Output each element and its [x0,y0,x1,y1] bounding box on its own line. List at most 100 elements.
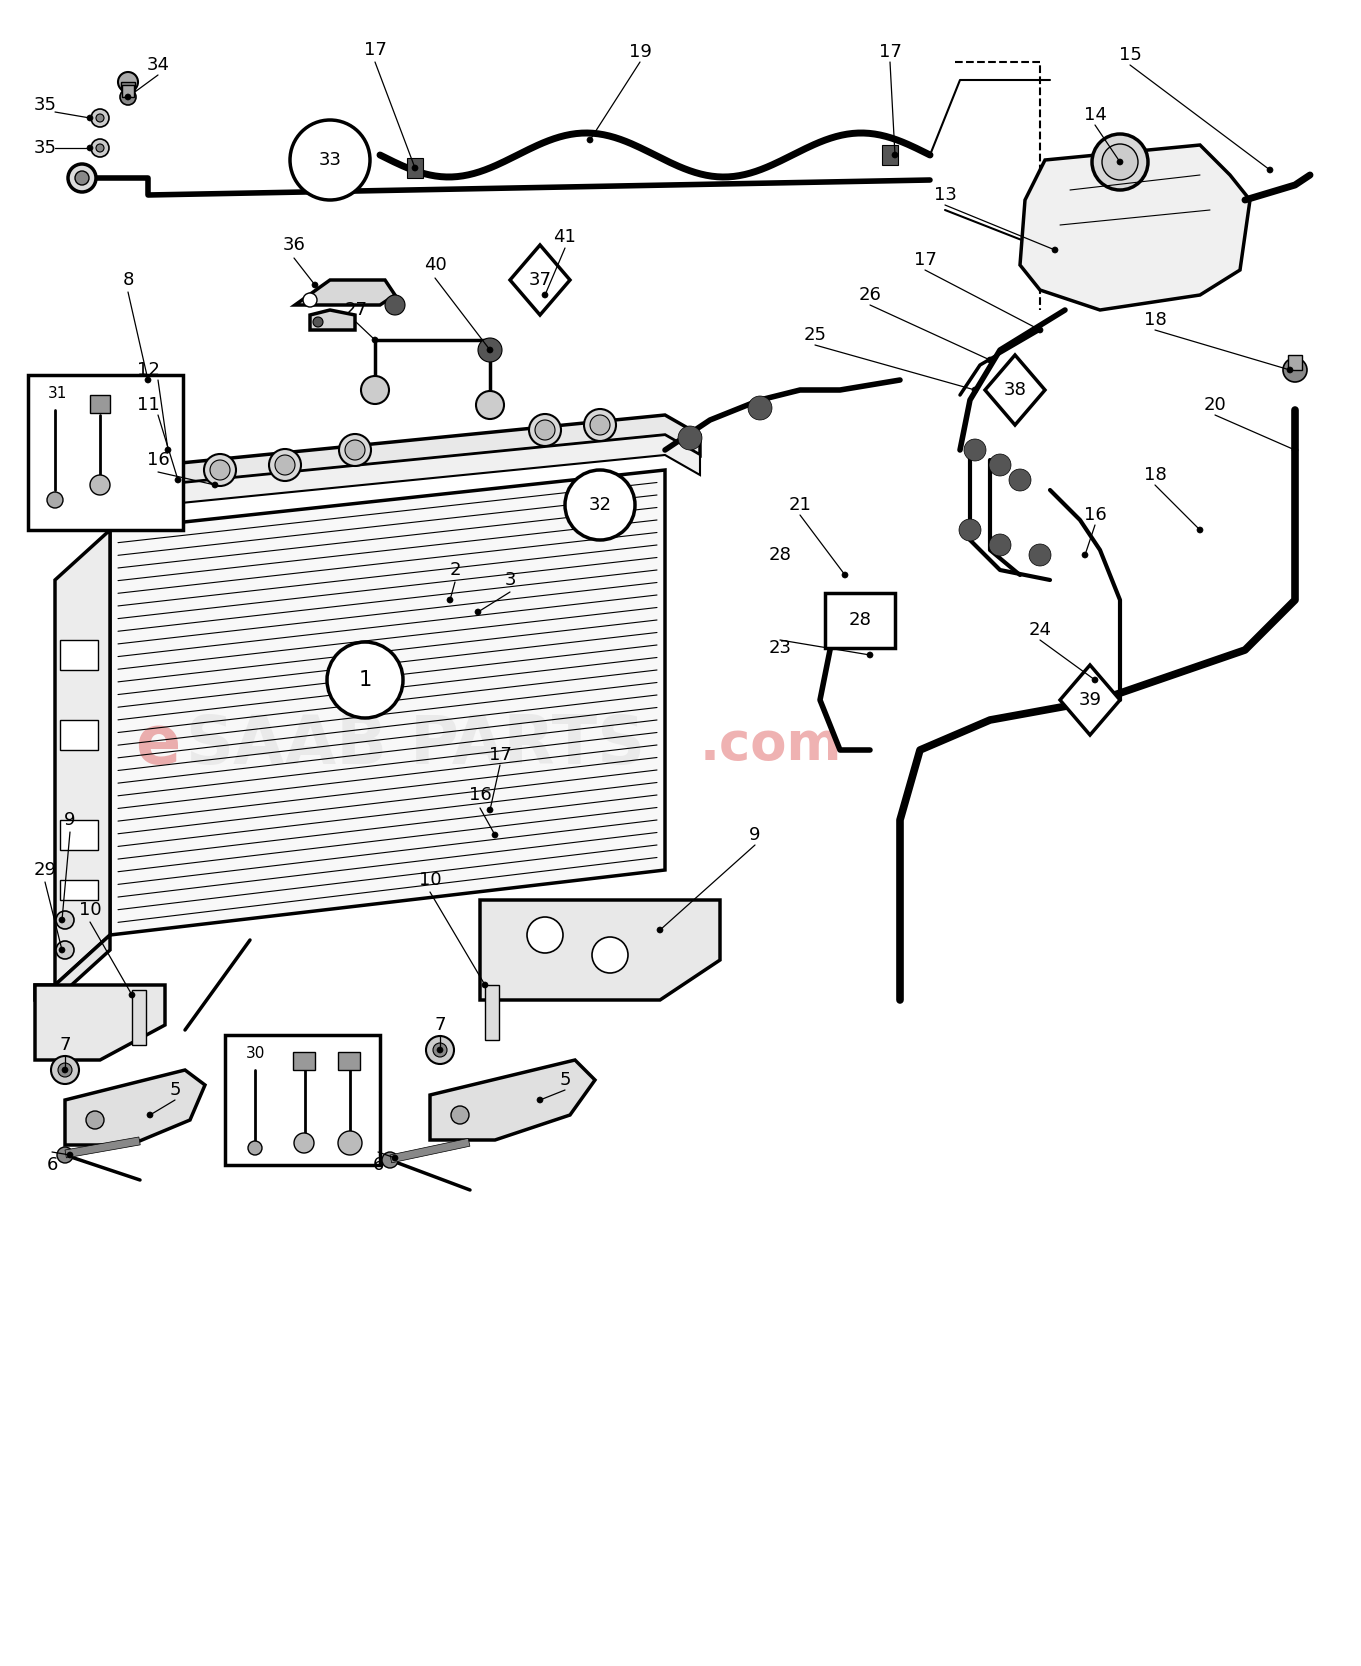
Circle shape [1283,358,1307,382]
Circle shape [57,1146,73,1163]
Circle shape [482,981,489,988]
Text: 9: 9 [750,826,761,845]
Polygon shape [295,280,395,305]
Bar [225,1035,380,1165]
Text: 20: 20 [1203,397,1226,413]
Circle shape [50,1056,79,1085]
Circle shape [382,1151,397,1168]
Circle shape [987,357,994,363]
Polygon shape [510,245,570,315]
Text: 7: 7 [434,1016,446,1035]
Circle shape [478,338,502,362]
Circle shape [891,152,898,158]
Circle shape [97,113,103,122]
Circle shape [125,93,131,100]
Bar [1288,355,1302,370]
Text: 26: 26 [859,287,882,303]
Circle shape [450,1106,470,1125]
Text: 33: 33 [318,152,342,168]
Bar [132,990,146,1045]
Circle shape [487,347,493,353]
Circle shape [210,460,230,480]
Bar [338,1051,361,1070]
Circle shape [678,426,702,450]
Polygon shape [110,415,700,490]
Polygon shape [480,900,720,1000]
Bar [29,375,182,530]
Circle shape [1029,545,1051,566]
Polygon shape [310,310,355,330]
Circle shape [275,455,295,475]
Circle shape [75,172,88,185]
Circle shape [90,475,110,495]
Text: 17: 17 [363,42,387,58]
Text: .com: .com [700,720,842,771]
Text: SAAB: SAAB [185,711,387,778]
Bar [60,820,98,850]
Text: 13: 13 [934,187,957,203]
Circle shape [1037,327,1043,333]
Circle shape [584,408,617,441]
Circle shape [1009,470,1032,491]
Text: 7: 7 [60,1036,71,1055]
Circle shape [749,397,772,420]
Circle shape [392,1155,397,1161]
Circle shape [87,115,93,122]
Polygon shape [35,985,165,1060]
Polygon shape [430,1060,595,1140]
Text: 8: 8 [122,272,133,288]
Text: 6: 6 [46,1156,57,1175]
Circle shape [212,481,218,488]
Text: 38: 38 [1003,382,1026,398]
Circle shape [294,1133,314,1153]
Circle shape [538,1096,543,1103]
Polygon shape [54,530,110,985]
Bar [60,640,98,670]
Polygon shape [110,435,700,510]
Bar [90,395,110,413]
Circle shape [426,1036,455,1065]
Circle shape [67,1151,73,1158]
Circle shape [1288,367,1293,373]
Circle shape [269,450,301,481]
Polygon shape [985,355,1045,425]
Text: 21: 21 [788,496,811,515]
Circle shape [59,1063,72,1076]
Text: 36: 36 [283,237,305,253]
Circle shape [118,72,137,92]
Circle shape [1267,167,1273,173]
Text: 41: 41 [554,228,577,247]
Text: 16: 16 [147,451,169,470]
Circle shape [1117,158,1123,165]
Text: 16: 16 [468,786,491,805]
Text: 14: 14 [1083,107,1106,123]
Text: 10: 10 [79,901,101,920]
Circle shape [587,137,593,143]
Circle shape [361,377,389,403]
Circle shape [542,292,548,298]
Circle shape [91,138,109,157]
Circle shape [290,120,370,200]
Bar [407,158,423,178]
Circle shape [491,831,498,838]
Text: 17: 17 [913,252,936,268]
Text: PARTS: PARTS [410,711,646,778]
Circle shape [527,916,563,953]
Text: 24: 24 [1029,621,1052,640]
Circle shape [372,337,378,343]
Circle shape [657,926,663,933]
Bar [65,1136,140,1158]
Text: 19: 19 [629,43,652,62]
Text: 17: 17 [879,43,901,62]
Circle shape [86,1111,103,1130]
Text: 27: 27 [344,302,367,318]
Circle shape [591,415,610,435]
Circle shape [204,455,235,486]
Circle shape [385,295,406,315]
Circle shape [476,392,504,420]
Text: 1: 1 [358,670,372,690]
Text: 12: 12 [136,362,159,378]
Circle shape [989,535,1011,556]
Circle shape [842,571,848,578]
Circle shape [535,420,555,440]
